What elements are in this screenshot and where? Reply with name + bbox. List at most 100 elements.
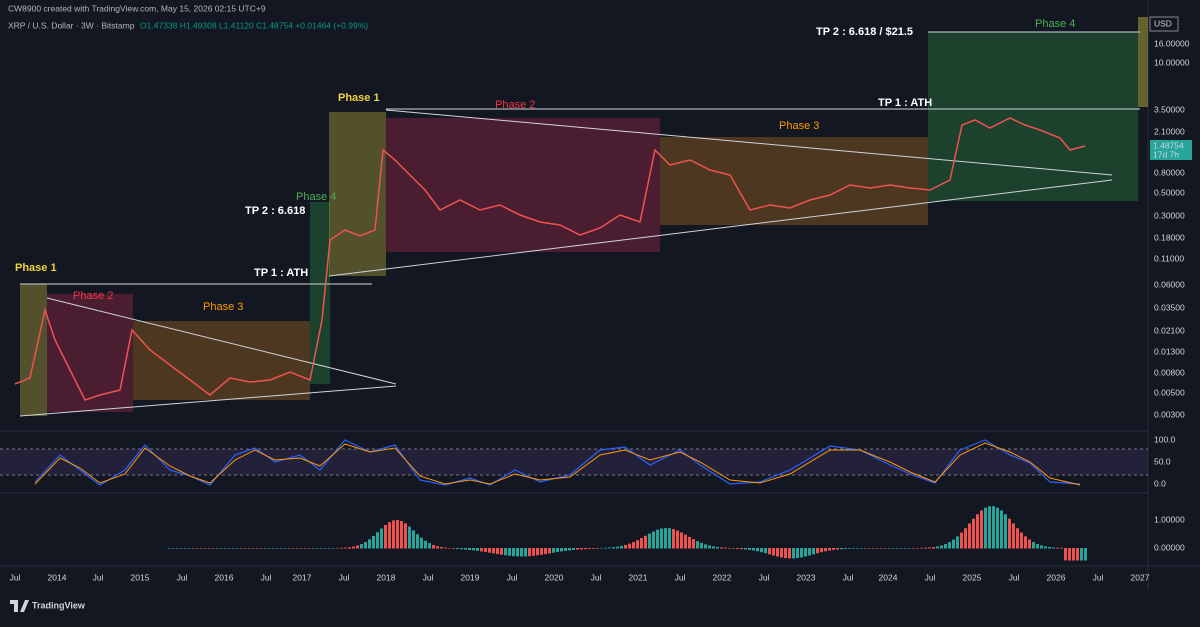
- macd-bar: [188, 548, 191, 549]
- time-axis-label: Jul: [1009, 572, 1020, 582]
- zone: [660, 137, 928, 225]
- price-axis-label: 0.03500: [1154, 302, 1185, 312]
- macd-bar: [584, 548, 587, 550]
- macd-bar: [292, 548, 295, 549]
- macd-bar: [300, 548, 303, 549]
- trend-line: [385, 109, 1113, 176]
- time-axis-label: Jul: [10, 572, 21, 582]
- macd-bar: [432, 544, 435, 549]
- macd-bar: [1052, 547, 1055, 549]
- time-axis-label: 2023: [797, 572, 816, 582]
- macd-bar: [872, 548, 875, 549]
- price-axis-label: 0.06000: [1154, 279, 1185, 289]
- annotation: TP 2 : 6.618: [245, 205, 305, 217]
- macd-bar: [348, 547, 351, 549]
- macd-bar: [1076, 548, 1079, 561]
- macd-bar: [460, 548, 463, 550]
- macd-bar: [996, 507, 999, 549]
- macd-bar: [904, 547, 907, 549]
- macd-bar: [380, 528, 383, 549]
- macd-bar: [732, 548, 735, 549]
- macd-bar: [284, 548, 287, 549]
- macd-bar: [612, 547, 615, 549]
- time-axis-label: Jul: [675, 572, 686, 582]
- macd-bar: [620, 545, 623, 549]
- macd-bar: [436, 546, 439, 549]
- trend-lines: [19, 31, 1140, 417]
- macd-bar: [824, 548, 827, 552]
- zone: [329, 112, 386, 276]
- macd-bar: [1016, 528, 1019, 549]
- time-axis-label: Jul: [507, 572, 518, 582]
- price-axis-label: 0.00800: [1154, 367, 1185, 377]
- macd-bar: [716, 546, 719, 549]
- rsi-axis-label: 50.0: [1154, 456, 1171, 466]
- macd-bar: [260, 548, 263, 549]
- macd-bar: [512, 548, 515, 557]
- macd-bar: [720, 547, 723, 549]
- macd-bar: [1040, 545, 1043, 549]
- macd-bar: [400, 521, 403, 549]
- price-axis-label: 0.30000: [1154, 210, 1185, 220]
- macd-bar: [228, 548, 231, 549]
- time-axis-label: 2017: [293, 572, 312, 582]
- price-axis-label: 0.00500: [1154, 387, 1185, 397]
- macd-bar: [212, 548, 215, 549]
- macd-bar: [896, 547, 899, 549]
- macd-bar: [244, 548, 247, 549]
- price-axis-label: 0.50000: [1154, 187, 1185, 197]
- macd-bar: [316, 547, 319, 549]
- macd-bar: [420, 537, 423, 549]
- macd-bar: [248, 548, 251, 549]
- macd-bar: [368, 539, 371, 549]
- macd-bar: [176, 548, 179, 549]
- macd-bar: [592, 548, 595, 549]
- macd-bar: [884, 548, 887, 549]
- macd-bar: [952, 539, 955, 549]
- macd-bar: [1020, 532, 1023, 549]
- macd-bar: [880, 548, 883, 549]
- macd-bar: [560, 548, 563, 552]
- macd-bar: [568, 548, 571, 551]
- macd-bar: [1060, 547, 1063, 549]
- macd-bar: [644, 535, 647, 549]
- macd-bar: [288, 548, 291, 549]
- zone: [1138, 17, 1148, 107]
- time-axis-label: Jul: [591, 572, 602, 582]
- price-axis-label: 0.18000: [1154, 232, 1185, 242]
- macd-bar: [236, 548, 239, 549]
- macd-bar: [924, 547, 927, 549]
- time-axis-label: Jul: [1093, 572, 1104, 582]
- macd-bar: [684, 534, 687, 549]
- macd-bar: [576, 548, 579, 550]
- macd-bar: [696, 541, 699, 549]
- macd-bar: [748, 548, 751, 550]
- time-axis-label: Jul: [759, 572, 770, 582]
- macd-bar: [544, 548, 547, 555]
- macd-bar: [224, 548, 227, 549]
- macd-bar: [388, 522, 391, 549]
- price-axis-label: 10.00000: [1154, 57, 1190, 67]
- macd-bar: [336, 547, 339, 549]
- macd-bar: [1048, 547, 1051, 549]
- macd-bar: [556, 548, 559, 553]
- macd-bar: [340, 547, 343, 549]
- time-axis-label: 2021: [629, 572, 648, 582]
- annotation: Phase 1: [338, 92, 380, 104]
- trend-line: [328, 179, 1113, 277]
- macd-bar: [792, 548, 795, 559]
- macd-bar: [268, 548, 271, 549]
- macd-bar: [892, 547, 895, 549]
- time-axis-label: Jul: [843, 572, 854, 582]
- macd-bar: [312, 547, 315, 549]
- macd-bar: [1036, 543, 1039, 549]
- time-axis-label: Jul: [93, 572, 104, 582]
- macd-bar: [444, 547, 447, 549]
- texts: CW8900 created with TradingView.com, May…: [8, 3, 1190, 610]
- macd-bar: [472, 548, 475, 551]
- time-axis-label: 2024: [879, 572, 898, 582]
- macd-bar: [820, 548, 823, 553]
- macd-bar: [424, 540, 427, 549]
- rsi-axis-label: 0.0: [1154, 478, 1166, 488]
- macd-bar: [668, 528, 671, 549]
